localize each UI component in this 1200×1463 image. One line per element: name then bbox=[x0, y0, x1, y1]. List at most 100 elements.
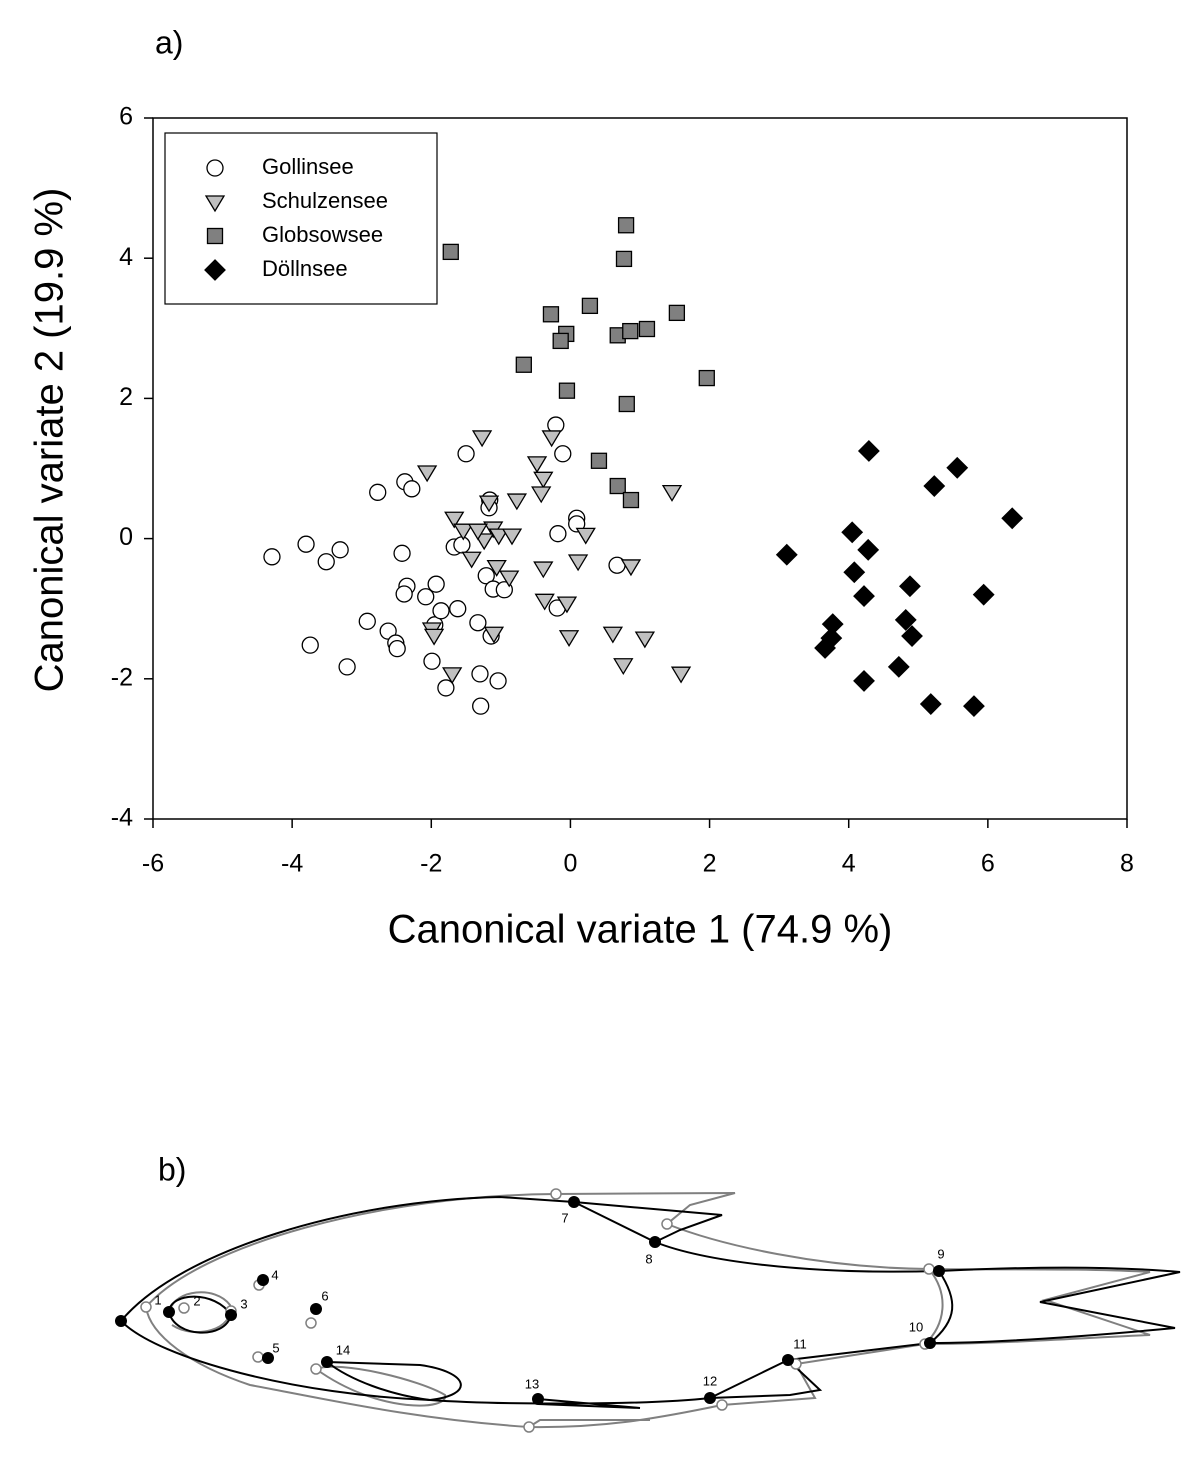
point bbox=[477, 567, 495, 585]
landmark-label: 1 bbox=[154, 1292, 161, 1307]
point bbox=[972, 583, 995, 606]
x-tick-label: 4 bbox=[842, 850, 856, 878]
point bbox=[474, 533, 495, 551]
point bbox=[923, 475, 946, 497]
point bbox=[453, 536, 471, 554]
point bbox=[499, 570, 520, 588]
y-axis-title: Canonical variate 2 (19.9 %) bbox=[28, 188, 72, 693]
landmark-gray bbox=[140, 1301, 152, 1313]
point bbox=[423, 628, 445, 646]
point bbox=[531, 486, 552, 504]
landmark bbox=[649, 1236, 661, 1248]
point bbox=[661, 484, 683, 502]
landmark-gray bbox=[252, 1351, 264, 1363]
fish-outline-black bbox=[119, 1195, 1181, 1409]
point bbox=[575, 527, 596, 545]
point bbox=[542, 306, 560, 323]
point bbox=[857, 440, 880, 462]
legend-label: Döllnsee bbox=[262, 256, 348, 281]
point bbox=[552, 332, 569, 350]
point bbox=[894, 608, 917, 631]
landmark-gray bbox=[310, 1363, 322, 1375]
y-tick-label: 6 bbox=[119, 103, 133, 131]
landmark-gray bbox=[923, 1263, 935, 1275]
point bbox=[1001, 507, 1024, 530]
x-tick-label: -6 bbox=[142, 850, 164, 878]
point bbox=[963, 695, 985, 718]
point bbox=[853, 669, 875, 692]
landmark bbox=[262, 1352, 274, 1364]
point bbox=[331, 541, 349, 559]
landmark-label: 10 bbox=[909, 1319, 923, 1334]
point bbox=[775, 543, 798, 566]
x-tick-label: 2 bbox=[703, 850, 717, 878]
point bbox=[483, 626, 505, 644]
point bbox=[853, 585, 875, 608]
x-tick-label: 0 bbox=[563, 850, 577, 878]
point bbox=[471, 665, 489, 683]
point bbox=[442, 667, 463, 685]
point bbox=[301, 636, 319, 654]
point bbox=[263, 548, 281, 566]
point bbox=[946, 456, 969, 479]
y-tick-label: 0 bbox=[119, 523, 133, 551]
point bbox=[549, 525, 567, 543]
point bbox=[423, 652, 441, 670]
legend-label: Gollinsee bbox=[262, 154, 354, 179]
landmark-gray bbox=[661, 1218, 673, 1230]
point bbox=[615, 250, 633, 268]
landmark bbox=[115, 1315, 127, 1327]
landmark bbox=[225, 1309, 237, 1321]
landmark-gray bbox=[716, 1399, 728, 1411]
point bbox=[526, 456, 548, 474]
landmark bbox=[310, 1303, 322, 1315]
point bbox=[899, 575, 921, 598]
landmark-label: 9 bbox=[937, 1246, 944, 1261]
point bbox=[427, 575, 445, 593]
point bbox=[338, 658, 356, 676]
point bbox=[506, 493, 528, 511]
landmark bbox=[782, 1354, 794, 1366]
point bbox=[919, 693, 942, 715]
point bbox=[501, 528, 523, 546]
landmark-label: 5 bbox=[272, 1340, 279, 1355]
y-tick-label: -2 bbox=[111, 663, 133, 691]
point bbox=[556, 596, 578, 614]
point bbox=[403, 480, 421, 498]
plot-frame bbox=[152, 117, 1128, 820]
landmark bbox=[257, 1274, 269, 1286]
landmark-gray bbox=[178, 1302, 190, 1314]
point bbox=[698, 369, 715, 387]
x-axis-title: Canonical variate 1 (74.9 %) bbox=[388, 908, 893, 952]
point bbox=[887, 655, 910, 678]
landmark-label: 13 bbox=[525, 1376, 539, 1391]
landmark bbox=[933, 1265, 945, 1277]
point bbox=[317, 553, 335, 571]
legend-marker bbox=[206, 227, 224, 245]
point bbox=[395, 585, 413, 603]
point bbox=[617, 217, 635, 234]
landmark bbox=[568, 1196, 580, 1208]
landmark-label: 2 bbox=[193, 1293, 200, 1308]
point bbox=[567, 554, 589, 572]
point bbox=[814, 637, 836, 659]
point bbox=[613, 658, 634, 676]
point bbox=[515, 356, 532, 373]
point bbox=[609, 477, 626, 495]
point bbox=[901, 625, 923, 647]
point bbox=[432, 602, 450, 620]
point bbox=[857, 538, 880, 561]
point bbox=[437, 679, 455, 697]
panel-label: a) bbox=[155, 24, 183, 60]
point bbox=[453, 523, 474, 541]
point bbox=[622, 491, 640, 509]
landmark-label: 6 bbox=[321, 1288, 328, 1303]
landmark-gray bbox=[550, 1188, 562, 1200]
legend-marker bbox=[204, 195, 226, 213]
point bbox=[638, 320, 656, 338]
point bbox=[668, 304, 686, 322]
point bbox=[488, 528, 509, 546]
point bbox=[478, 495, 500, 513]
point bbox=[558, 382, 576, 399]
